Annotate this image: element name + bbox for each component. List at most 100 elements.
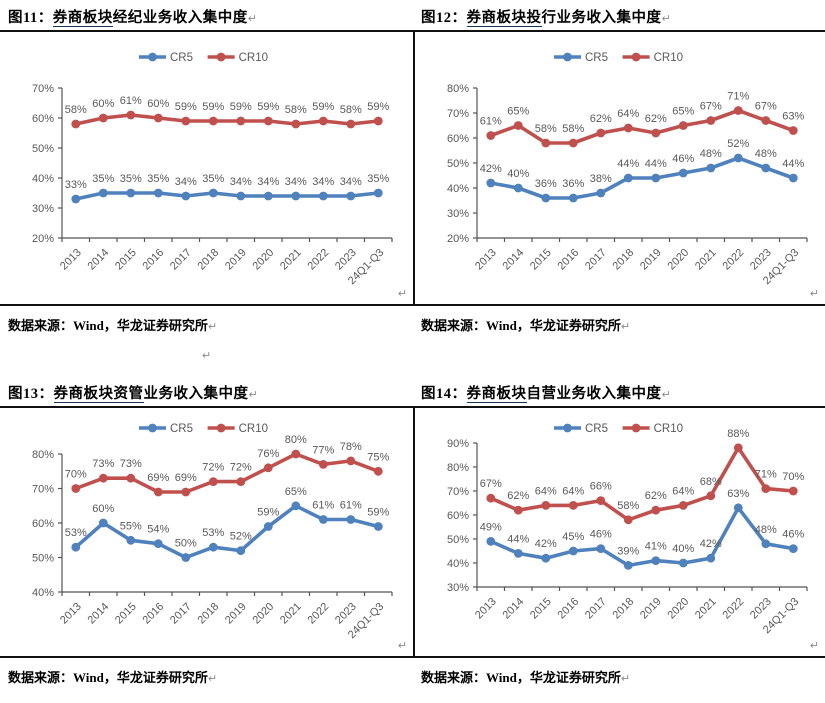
- svg-text:2016: 2016: [556, 247, 582, 273]
- svg-text:67%: 67%: [700, 101, 722, 113]
- svg-text:CR5: CR5: [585, 423, 608, 435]
- svg-text:50%: 50%: [32, 553, 54, 565]
- svg-text:70%: 70%: [32, 83, 54, 95]
- svg-text:62%: 62%: [645, 113, 667, 125]
- svg-text:44%: 44%: [507, 533, 529, 545]
- svg-text:60%: 60%: [447, 510, 469, 522]
- svg-text:63%: 63%: [782, 111, 804, 123]
- svg-text:35%: 35%: [202, 173, 224, 185]
- figure-14-title-rest: 自营业务收入集中度: [526, 386, 662, 402]
- divider: [0, 406, 825, 408]
- svg-text:35%: 35%: [120, 173, 142, 185]
- svg-text:59%: 59%: [257, 507, 279, 519]
- line-chart-proprietary-trading-concentration: 30% 40% 50% 60% 70% 80% 90% 2013 2014 2015 2016 201…: [415, 408, 825, 661]
- figure-12-source: 数据来源：Wind，华龙证券研究所↵: [413, 306, 825, 336]
- return-mark: ↵: [207, 672, 218, 685]
- svg-text:62%: 62%: [590, 113, 612, 125]
- source-text: 数据来源：Wind，华龙证券研究所: [8, 318, 208, 333]
- svg-text:70%: 70%: [447, 486, 469, 498]
- figure-11-title-link[interactable]: 券商板块: [52, 10, 113, 27]
- figure-13-number: 图13：: [8, 386, 54, 402]
- svg-text:58%: 58%: [65, 104, 87, 116]
- figure-14-chart-cell: 30% 40% 50% 60% 70% 80% 90% 2013 2014 2015 2016 201…: [413, 408, 825, 656]
- svg-text:70%: 70%: [447, 108, 469, 120]
- svg-text:46%: 46%: [672, 153, 694, 165]
- svg-text:58%: 58%: [535, 123, 557, 135]
- svg-text:72%: 72%: [230, 462, 252, 474]
- svg-text:CR10: CR10: [654, 52, 683, 64]
- svg-text:69%: 69%: [175, 472, 197, 484]
- svg-text:2019: 2019: [223, 601, 249, 627]
- svg-text:58%: 58%: [340, 104, 362, 116]
- svg-text:2019: 2019: [223, 247, 249, 273]
- svg-text:59%: 59%: [367, 507, 389, 519]
- return-mark: ↵: [397, 287, 407, 300]
- svg-text:2020: 2020: [251, 601, 277, 627]
- svg-text:60%: 60%: [147, 98, 169, 110]
- svg-text:48%: 48%: [755, 524, 777, 536]
- svg-text:40%: 40%: [32, 587, 54, 599]
- svg-text:65%: 65%: [672, 106, 694, 118]
- blank-paragraph-row: ↵: [0, 336, 825, 376]
- svg-text:2013: 2013: [58, 247, 84, 273]
- svg-text:64%: 64%: [617, 108, 639, 120]
- svg-text:58%: 58%: [617, 500, 639, 512]
- svg-text:70%: 70%: [782, 471, 804, 483]
- svg-text:54%: 54%: [147, 524, 169, 536]
- svg-text:2014: 2014: [86, 247, 112, 273]
- return-mark: ↵: [661, 12, 672, 25]
- svg-text:2014: 2014: [501, 596, 527, 622]
- svg-text:CR10: CR10: [239, 423, 268, 435]
- svg-text:2020: 2020: [666, 247, 692, 273]
- svg-text:53%: 53%: [65, 527, 87, 539]
- svg-text:2017: 2017: [583, 247, 609, 273]
- figure-11-title: 图11：券商板块经纪业务收入集中度↵: [0, 0, 413, 27]
- svg-text:60%: 60%: [447, 133, 469, 145]
- line-chart-brokerage-concentration: 20% 30% 40% 50% 60% 70% 2013 2014 2015 2016 2017 20…: [0, 32, 412, 309]
- figure-14-title-link[interactable]: 券商板块: [466, 386, 527, 403]
- svg-text:20%: 20%: [32, 233, 54, 245]
- divider-bottom: [0, 656, 825, 658]
- svg-text:CR5: CR5: [170, 423, 193, 435]
- figure-12-title-link[interactable]: 券商板块投: [466, 10, 542, 27]
- svg-text:34%: 34%: [230, 176, 252, 188]
- svg-text:63%: 63%: [727, 488, 749, 500]
- bottom-charts-row: 40% 50% 60% 70% 80% 2013 2014 2015 2016 2017 2018 2…: [0, 408, 825, 656]
- svg-text:40%: 40%: [447, 558, 469, 570]
- figure-13-title-link[interactable]: 券商板块资管: [53, 386, 144, 403]
- svg-text:2017: 2017: [168, 247, 194, 273]
- return-mark: ↵: [809, 639, 819, 652]
- svg-text:67%: 67%: [755, 101, 777, 113]
- source-text: 数据来源：Wind，华龙证券研究所: [421, 318, 621, 333]
- svg-text:53%: 53%: [202, 527, 224, 539]
- svg-text:34%: 34%: [312, 176, 334, 188]
- svg-text:44%: 44%: [782, 158, 804, 170]
- svg-text:72%: 72%: [202, 462, 224, 474]
- svg-text:44%: 44%: [645, 158, 667, 170]
- source-text: 数据来源：Wind，华龙证券研究所: [8, 670, 208, 685]
- svg-text:2020: 2020: [251, 247, 277, 273]
- svg-text:2014: 2014: [501, 247, 527, 273]
- svg-text:2015: 2015: [113, 247, 139, 273]
- source-text: 数据来源：Wind，华龙证券研究所: [421, 670, 621, 685]
- svg-text:88%: 88%: [727, 428, 749, 440]
- svg-text:60%: 60%: [32, 518, 54, 530]
- svg-text:40%: 40%: [672, 543, 694, 555]
- svg-text:2021: 2021: [278, 247, 304, 273]
- svg-text:2017: 2017: [168, 601, 194, 627]
- svg-text:75%: 75%: [367, 451, 389, 463]
- svg-text:2020: 2020: [666, 596, 692, 622]
- svg-text:66%: 66%: [590, 481, 612, 493]
- svg-text:59%: 59%: [367, 101, 389, 113]
- svg-text:61%: 61%: [480, 116, 502, 128]
- figure-11-number: 图11：: [8, 10, 53, 26]
- svg-text:50%: 50%: [32, 143, 54, 155]
- svg-text:64%: 64%: [535, 485, 557, 497]
- top-charts-row: 20% 30% 40% 50% 60% 70% 2013 2014 2015 2016 2017 20…: [0, 32, 825, 304]
- figure-14-number: 图14：: [421, 386, 467, 402]
- svg-text:55%: 55%: [120, 520, 142, 532]
- bottom-sources-row: 数据来源：Wind，华龙证券研究所↵ 数据来源：Wind，华龙证券研究所↵: [0, 658, 825, 688]
- return-mark: ↵: [620, 672, 631, 685]
- figure-11-chart-cell: 20% 30% 40% 50% 60% 70% 2013 2014 2015 2016 2017 20…: [0, 32, 413, 304]
- svg-text:46%: 46%: [782, 529, 804, 541]
